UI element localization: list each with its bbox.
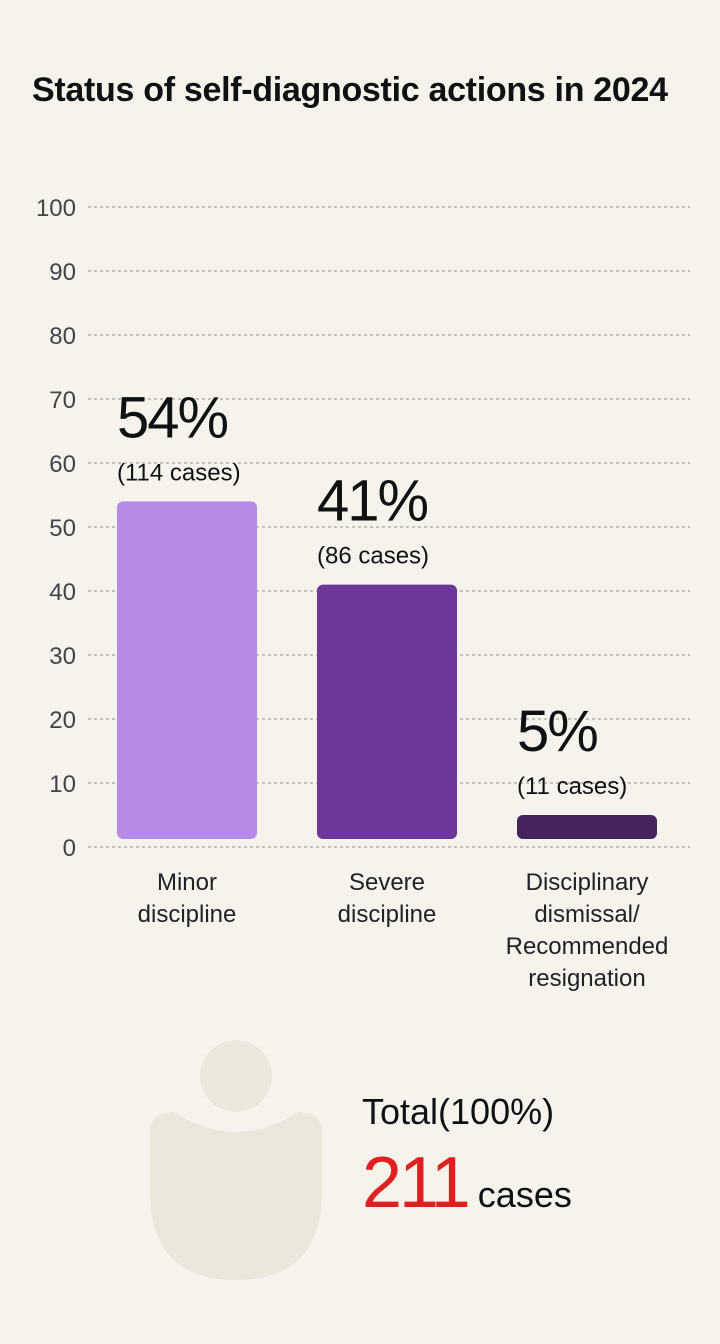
x-category-label: Severe <box>349 869 425 896</box>
y-tick-label: 100 <box>36 195 76 222</box>
bar-case-label: (11 cases) <box>517 773 627 800</box>
x-category-label: Minor <box>157 869 217 896</box>
bar-case-label: (86 cases) <box>317 543 429 570</box>
bar-case-label: (114 cases) <box>117 459 241 486</box>
x-category-label: discipline <box>338 901 437 928</box>
bar <box>117 501 257 839</box>
bar-value-label: 41% <box>317 469 428 534</box>
y-tick-label: 90 <box>49 259 76 286</box>
x-category-label: discipline <box>138 901 237 928</box>
y-tick-label: 40 <box>49 579 76 606</box>
x-category-label: Disciplinary <box>526 869 649 896</box>
bar-value-label: 5% <box>517 699 597 764</box>
y-tick-label: 10 <box>49 771 76 798</box>
y-tick-label: 70 <box>49 387 76 414</box>
total-summary: Total(100%) 211 cases <box>362 1090 572 1224</box>
y-tick-label: 80 <box>49 323 76 350</box>
y-tick-label: 20 <box>49 707 76 734</box>
x-category-label: Recommended <box>506 933 669 960</box>
chart-title: Status of self-diagnostic actions in 202… <box>32 71 668 109</box>
total-label: Total(100%) <box>362 1091 555 1132</box>
person-icon <box>150 1040 322 1280</box>
bar <box>317 584 457 839</box>
bar-value-label: 54% <box>117 385 228 450</box>
bar-chart: 0 10 20 30 40 50 60 70 80 90 100 54% (114 cases) Mino… <box>36 195 690 992</box>
x-category-label: dismissal/ <box>534 901 640 928</box>
total-unit: cases <box>477 1174 572 1215</box>
y-tick-label: 30 <box>49 643 76 670</box>
y-tick-label: 60 <box>49 451 76 478</box>
x-category-label: resignation <box>528 965 645 992</box>
total-value: 211 <box>362 1143 471 1223</box>
y-tick-label: 50 <box>49 515 76 542</box>
bar <box>517 815 657 839</box>
y-tick-label: 0 <box>63 835 76 862</box>
